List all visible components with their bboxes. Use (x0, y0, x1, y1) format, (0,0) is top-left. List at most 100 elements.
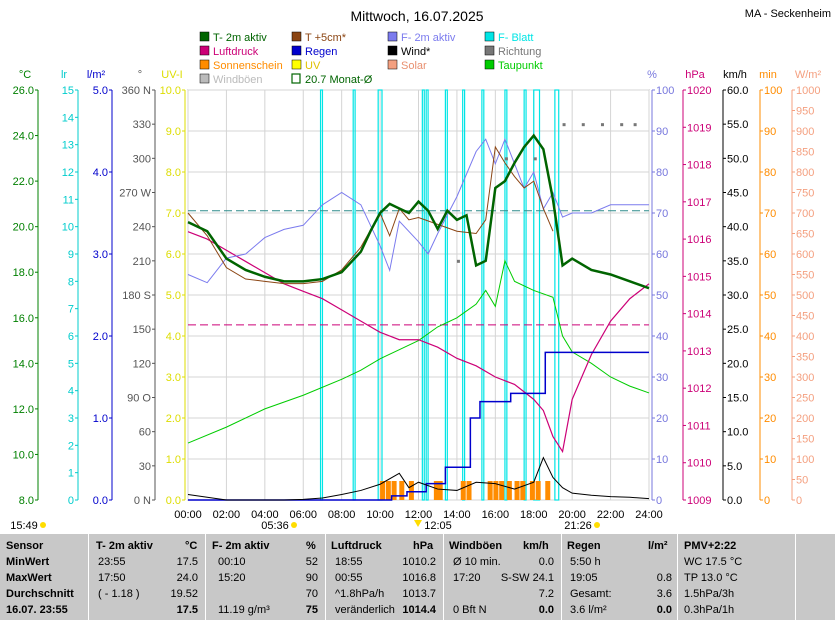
table-cell-value: 17.5 (176, 604, 198, 616)
axis-tick-label: 1.0 (166, 454, 181, 466)
table-cell-value: 0.0 (538, 604, 554, 616)
x-tick-label: 18:00 (520, 509, 548, 521)
axis-tick-label: 70 (764, 208, 776, 220)
axis-tick-label: 0 (656, 495, 662, 507)
axis-tick-label: 5.0 (727, 461, 742, 473)
sunshine-bar (466, 481, 472, 500)
legend-swatch (291, 59, 302, 70)
legend-entry: Regen (305, 46, 337, 58)
axis-tick-label: 0 (68, 495, 74, 507)
table-cell-time: 19:05 (570, 572, 598, 584)
table-header-pressure-unit: hPa (413, 540, 434, 552)
axis-tick-label: 400 (796, 331, 814, 343)
axis-tick-label: 9 (68, 249, 74, 261)
table-cell-value: 1014.4 (402, 604, 436, 616)
axis-tick-label: 4 (68, 386, 74, 398)
legend-swatch (199, 31, 210, 42)
axis-tick-label: 360 N (122, 85, 151, 97)
table-header-temp: T- 2m aktiv (96, 540, 153, 552)
axis-tick-label: 90 O (127, 393, 151, 405)
axis-tick-label: 7.0 (166, 208, 181, 220)
axis-tick-label: 0.0 (166, 495, 181, 507)
table-cell-time: 15:20 (218, 572, 246, 584)
table-cell-value: 24.0 (176, 572, 198, 584)
axis-tick-label: 30 (656, 372, 668, 384)
axis-tick-label: 40 (656, 331, 668, 343)
sunshine-bar (535, 481, 541, 500)
table-header-gusts: Windböen (449, 540, 503, 552)
axis-tick-label: 12 (62, 167, 74, 179)
axis-tick-label: 60 (764, 249, 776, 261)
axis-tick-label: 60.0 (727, 85, 748, 97)
axis-tick-label: 1012 (687, 383, 711, 395)
axis-tick-label: 100 (656, 85, 674, 97)
axis-tick-label: 5.0 (93, 85, 108, 97)
axis-tick-label: 22.0 (13, 176, 34, 188)
table-header-pmv: PMV+2:22 (684, 540, 737, 552)
table-row-label: 16.07. 23:55 (6, 604, 68, 616)
axis-tick-label: 50.0 (727, 153, 748, 165)
x-tick-label: 10:00 (366, 509, 394, 521)
legend-swatch (291, 45, 302, 56)
axis-tick-label: 18.0 (13, 267, 34, 279)
table-cell-time: 17:20 (453, 572, 481, 584)
leaf-wetness-bar (504, 89, 508, 501)
table-cell-time: 0 Bft N (453, 604, 487, 616)
wind-direction-dot (533, 157, 537, 161)
table-cell-value: 1016.8 (402, 572, 436, 584)
axis-tick-label: 0 (764, 495, 770, 507)
axis-tick-label: 90 (656, 126, 668, 138)
axis-tick-label: 100 (764, 85, 782, 97)
table-cell-value: 75 (305, 604, 318, 616)
axis-unit: l/m² (87, 69, 106, 81)
wind-direction-dot (581, 123, 585, 127)
table-cell-time: Gesamt: (570, 588, 612, 600)
sunshine-bar (529, 481, 535, 500)
legend-swatch (291, 73, 301, 84)
axis-tick-label: 1000 (796, 85, 820, 97)
x-tick-label: 24:00 (635, 509, 663, 521)
legend-entry: Solar (401, 60, 427, 72)
axis-tick-label: 150 (133, 324, 151, 336)
table-cell-pmv: 1.5hPa/3h (684, 588, 735, 600)
x-tick-label: 16:00 (482, 509, 510, 521)
table-cell-time: 3.6 l/m² (570, 604, 607, 616)
table-cell-value: 52 (305, 556, 318, 568)
axis-tick-label: 1014 (687, 309, 711, 321)
axis-tick-label: 6.0 (166, 249, 181, 261)
x-tick-label: 06:00 (289, 509, 317, 521)
axis-tick-label: 30 (139, 461, 151, 473)
axis-tick-label: 45.0 (727, 188, 748, 200)
table-cell-time: ^1.8hPa/h (335, 588, 385, 600)
axis-tick-label: 450 (796, 311, 814, 323)
table-cell-value: 17.5 (176, 556, 198, 568)
table-cell-time: Ø 10 min. (453, 556, 501, 568)
axis-tick-label: 12.0 (13, 404, 34, 416)
axis-tick-label: 600 (796, 249, 814, 261)
sunshine-bar (437, 481, 443, 500)
axis-tick-label: 10 (764, 454, 776, 466)
table-cell-time: 17:50 (98, 572, 126, 584)
axis-tick-label: 210 (133, 256, 151, 268)
axis-tick-label: 30.0 (727, 290, 748, 302)
table-cell-value: 70 (305, 588, 318, 600)
axis-tick-label: 70 (656, 208, 668, 220)
dewpoint-line (187, 259, 650, 444)
solar-noon-label: 12:05 (424, 520, 452, 532)
sun-icon (40, 522, 46, 528)
axis-tick-label: 150 (796, 434, 814, 446)
axis-tick-label: 80 (764, 167, 776, 179)
axis-tick-label: 0 (796, 495, 802, 507)
axis-tick-label: 14.0 (13, 358, 34, 370)
axis-tick-label: 300 (796, 372, 814, 384)
sun-icon (594, 522, 600, 528)
table-cell-value: 90 (305, 572, 318, 584)
table-header-sensor: Sensor (6, 540, 44, 552)
axis-tick-label: 1018 (687, 160, 711, 172)
axis-tick-label: 10 (656, 454, 668, 466)
legend-swatch (199, 73, 210, 84)
axis-tick-label: 0.0 (727, 495, 742, 507)
legend-entry: T +5cm* (305, 32, 347, 44)
current-time-label: 15:49 (10, 520, 38, 532)
table-cell-value: 7.2 (538, 588, 554, 600)
